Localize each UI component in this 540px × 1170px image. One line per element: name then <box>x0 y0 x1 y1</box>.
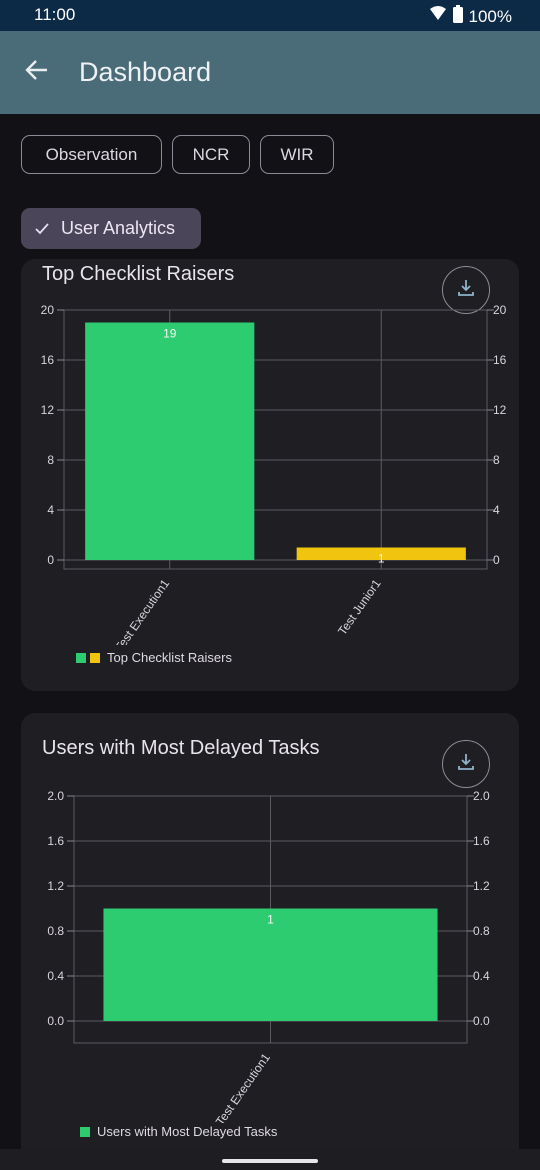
y-tick-label-right: 20 <box>493 303 507 317</box>
bar-test-execution1 <box>103 908 438 1021</box>
download-icon <box>456 752 476 777</box>
wifi-icon <box>429 6 447 27</box>
y-tick-label: 12 <box>41 403 55 417</box>
chip-ncr[interactable]: NCR <box>172 135 250 174</box>
y-tick-label: 0.8 <box>47 924 64 938</box>
bar-test-execution1 <box>85 322 255 560</box>
x-tick-label: Test Execution1 <box>112 576 172 645</box>
chip-observation[interactable]: Observation <box>21 135 162 174</box>
data-label: 19 <box>163 327 177 341</box>
y-tick-label: 16 <box>41 353 55 367</box>
y-tick-label-right: 2.0 <box>473 789 490 803</box>
data-label: 1 <box>378 552 385 566</box>
y-tick-label: 1.2 <box>47 879 64 893</box>
y-tick-label-right: 12 <box>493 403 507 417</box>
battery-icon <box>452 5 463 28</box>
y-tick-label: 1.6 <box>47 834 64 848</box>
chip-label: Observation <box>45 144 138 164</box>
x-tick-label: Test Junior1 <box>335 576 384 637</box>
y-tick-label: 2.0 <box>47 789 64 803</box>
bar-chart: 0 0 4 4 8 8 12 12 16 16 20 20 19 Test Execution1 1 Test… <box>41 303 507 645</box>
chart-card-top-checklist-raisers: Top Checklist Raisers 0 0 4 4 8 8 12 12 16 16 20 20… <box>21 259 519 691</box>
y-tick-label-right: 4 <box>493 503 500 517</box>
app-bar: Dashboard <box>0 31 540 114</box>
data-label: 1 <box>267 913 274 927</box>
y-tick-label: 4 <box>47 503 54 517</box>
y-tick-label: 0.0 <box>47 1014 64 1028</box>
y-tick-label-right: 8 <box>493 453 500 467</box>
y-tick-label: 0.4 <box>47 969 64 983</box>
chart-card-delayed-tasks: Users with Most Delayed Tasks 0.0 0.0 0.4 0… <box>21 713 519 1149</box>
download-button[interactable] <box>442 740 490 788</box>
chip-user-analytics[interactable]: User Analytics <box>21 208 201 249</box>
y-tick-label-right: 1.6 <box>473 834 490 848</box>
chip-label: WIR <box>280 144 314 164</box>
page-title: Dashboard <box>79 57 212 87</box>
legend-swatch-green <box>76 652 86 663</box>
legend-label: Top Checklist Raisers <box>107 650 232 665</box>
download-button[interactable] <box>442 266 490 314</box>
home-handle[interactable] <box>222 1159 318 1163</box>
chip-wir[interactable]: WIR <box>260 135 334 174</box>
card-title: Top Checklist Raisers <box>42 263 235 285</box>
bar-test-junior1 <box>296 547 466 560</box>
check-icon <box>35 222 49 235</box>
legend-swatch-green <box>80 1126 90 1137</box>
chart-legend: Users with Most Delayed Tasks <box>80 1124 277 1139</box>
chart-legend: Top Checklist Raisers <box>76 650 232 665</box>
chip-label: NCR <box>192 144 230 164</box>
chip-label: User Analytics <box>61 218 176 238</box>
y-tick-label-right: 0 <box>493 553 500 567</box>
legend-swatch-yellow <box>90 652 100 663</box>
download-icon <box>456 278 476 303</box>
status-time: 11:00 <box>34 5 76 24</box>
y-tick-label: 0 <box>47 553 54 567</box>
x-tick-label: Test Execution1 <box>213 1050 273 1123</box>
y-tick-label-right: 0.0 <box>473 1014 490 1028</box>
back-button[interactable] <box>20 55 54 89</box>
navigation-bar <box>0 1149 540 1170</box>
y-tick-label: 8 <box>47 453 54 467</box>
y-tick-label-right: 0.4 <box>473 969 490 983</box>
arrow-left-icon <box>24 57 50 88</box>
card-title: Users with Most Delayed Tasks <box>42 737 320 759</box>
y-tick-label-right: 16 <box>493 353 507 367</box>
status-icons: 100% <box>429 5 512 28</box>
y-tick-label-right: 1.2 <box>473 879 490 893</box>
bar-chart: 0.0 0.0 0.4 0.4 0.8 0.8 1.2 1.2 1.6 1.6 2.0 2.0 1 Tes… <box>47 789 490 1123</box>
y-tick-label-right: 0.8 <box>473 924 490 938</box>
status-bar: 11:00 100% <box>0 0 540 31</box>
legend-label: Users with Most Delayed Tasks <box>97 1124 278 1139</box>
y-tick-label: 20 <box>41 303 55 317</box>
battery-percent: 100% <box>468 6 512 26</box>
